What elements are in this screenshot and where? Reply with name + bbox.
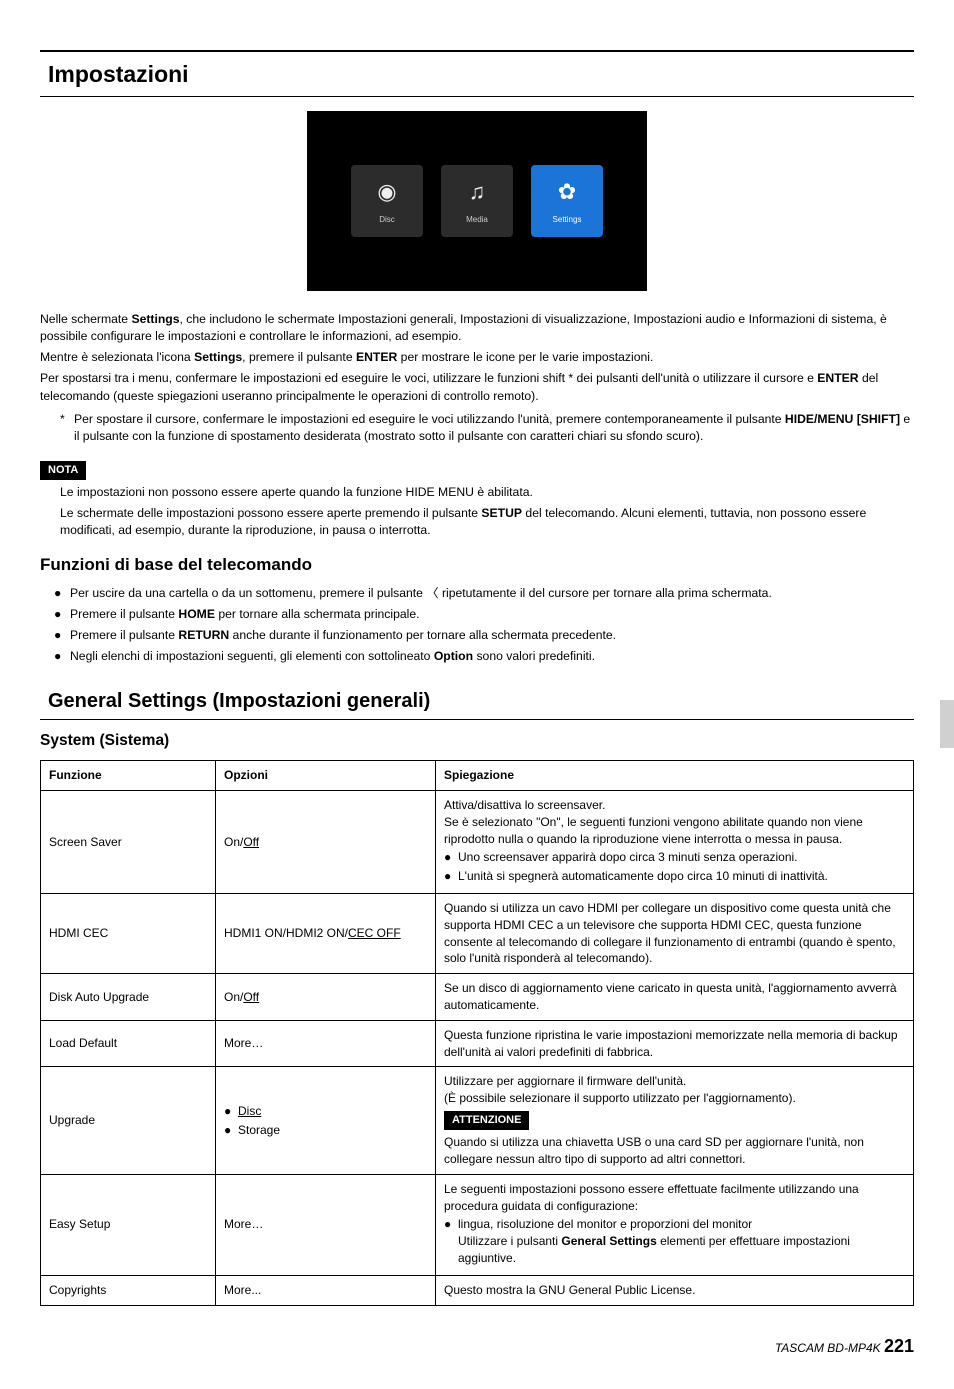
- table-row: Load Default More… Questa funzione ripri…: [41, 1020, 914, 1067]
- intro-p3: Per spostarsi tra i menu, confermare le …: [40, 370, 914, 404]
- media-tile: ♫ Media: [441, 165, 513, 237]
- footer-page: 221: [884, 1336, 914, 1356]
- table-row: Screen Saver On/Off Attiva/disattiva lo …: [41, 790, 914, 893]
- ui-screenshot: ◉ Disc ♫ Media ✿ Settings: [40, 111, 914, 291]
- media-icon: ♫: [469, 177, 486, 208]
- disc-icon: ◉: [377, 177, 396, 208]
- side-tab-marker: [940, 700, 954, 748]
- nota-badge: NOTA: [40, 461, 86, 480]
- system-settings-table: Funzione Opzioni Spiegazione Screen Save…: [40, 760, 914, 1306]
- disc-tile: ◉ Disc: [351, 165, 423, 237]
- page-title: Impostazioni: [40, 50, 914, 97]
- list-item: ● Premere il pulsante HOME per tornare a…: [54, 606, 914, 623]
- page-footer: TASCAM BD-MP4K 221: [40, 1334, 914, 1359]
- settings-label: Settings: [553, 214, 582, 225]
- table-row: HDMI CEC HDMI1 ON/HDMI2 ON/CEC OFF Quand…: [41, 893, 914, 973]
- col-opzioni: Opzioni: [216, 761, 436, 791]
- nota-line2: Le schermate delle impostazioni possono …: [60, 505, 914, 539]
- general-settings-title: General Settings (Impostazioni generali): [40, 683, 914, 720]
- funzioni-list: ● Per uscire da una cartella o da un sot…: [54, 585, 914, 665]
- table-row: Easy Setup More… Le seguenti impostazion…: [41, 1174, 914, 1275]
- funzioni-title: Funzioni di base del telecomando: [40, 553, 914, 577]
- list-item: ● Premere il pulsante RETURN anche duran…: [54, 627, 914, 644]
- screenshot-inner: ◉ Disc ♫ Media ✿ Settings: [307, 111, 647, 291]
- asterisk-note: * Per spostare il cursore, confermare le…: [60, 411, 914, 445]
- list-item: ● Negli elenchi di impostazioni seguenti…: [54, 648, 914, 665]
- attenzione-badge: ATTENZIONE: [444, 1111, 529, 1130]
- list-item: ● Per uscire da una cartella o da un sot…: [54, 585, 914, 602]
- nota-line1: Le impostazioni non possono essere apert…: [60, 484, 914, 501]
- col-spiegazione: Spiegazione: [436, 761, 914, 791]
- intro-p2: Mentre è selezionata l'icona Settings, p…: [40, 349, 914, 366]
- settings-icon: ✿: [558, 177, 576, 208]
- disc-label: Disc: [379, 214, 395, 225]
- table-row: Upgrade ●Disc ●Storage Utilizzare per ag…: [41, 1067, 914, 1175]
- system-title: System (Sistema): [40, 730, 914, 752]
- table-row: Copyrights More... Questo mostra la GNU …: [41, 1275, 914, 1305]
- settings-tile: ✿ Settings: [531, 165, 603, 237]
- intro-p1: Nelle schermate Settings, che includono …: [40, 311, 914, 345]
- col-funzione: Funzione: [41, 761, 216, 791]
- footer-model: TASCAM BD-MP4K: [775, 1341, 884, 1355]
- media-label: Media: [466, 214, 488, 225]
- table-row: Disk Auto Upgrade On/Off Se un disco di …: [41, 974, 914, 1021]
